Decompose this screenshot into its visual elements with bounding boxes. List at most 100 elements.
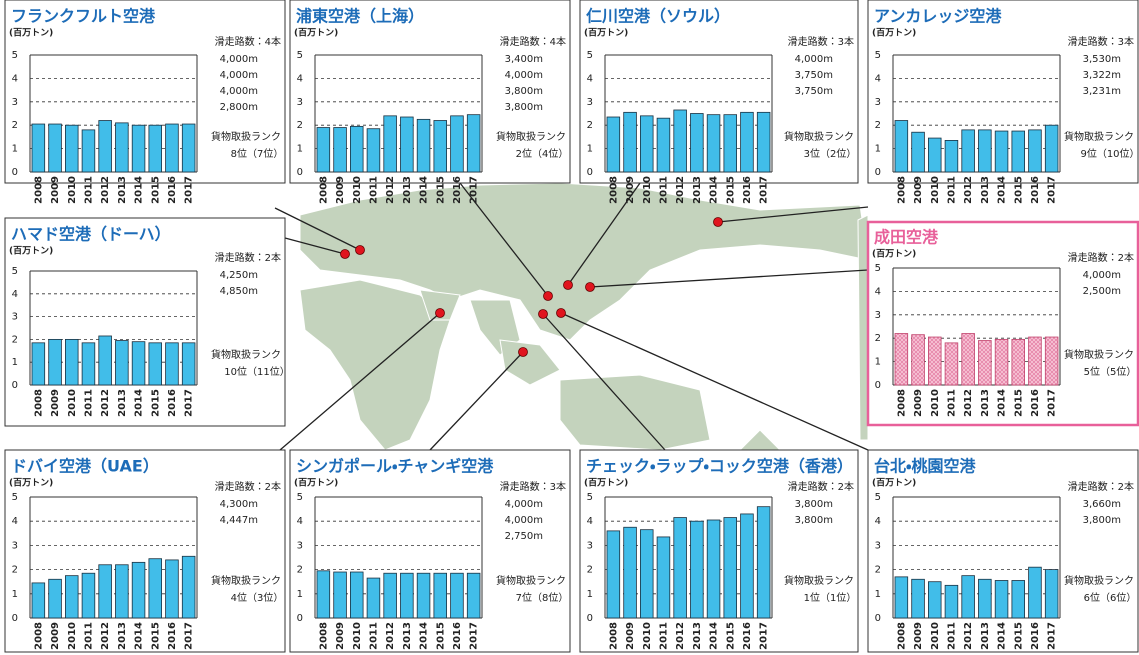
bar — [383, 572, 397, 619]
y-tick-label: 0 — [12, 380, 18, 391]
x-tick-label: 2017 — [1047, 176, 1058, 204]
bar — [31, 582, 46, 619]
x-tick-label: 2011 — [946, 622, 957, 650]
x-tick-label: 2014 — [134, 622, 145, 650]
bar — [98, 120, 112, 173]
x-tick-label: 2013 — [402, 176, 413, 204]
panel-frame — [4, 217, 286, 427]
rank: 6位（6位） — [1084, 591, 1137, 604]
airport-dot — [355, 245, 365, 255]
x-tick-label: 2017 — [759, 622, 770, 650]
x-tick-label: 2017 — [1047, 622, 1058, 650]
y-tick-label: 3 — [875, 540, 881, 551]
x-tick-label: 2010 — [67, 176, 78, 204]
x-tick-label: 2010 — [67, 389, 78, 417]
x-tick-label: 2009 — [913, 622, 924, 650]
bar — [706, 519, 721, 619]
bar — [48, 578, 62, 619]
x-tick-label: 2015 — [725, 176, 736, 204]
rank-label: 貨物取扱ランク — [496, 130, 566, 143]
airport-dot — [585, 282, 595, 292]
runway-length: 3,800m — [795, 499, 833, 510]
rank-label: 貨物取扱ランク — [1064, 130, 1134, 143]
runway-length: 2,750m — [505, 531, 543, 542]
y-tick-label: 0 — [587, 613, 593, 624]
runway-length: 3,800m — [505, 102, 543, 113]
bar — [911, 578, 925, 619]
x-tick-label: 2015 — [150, 622, 161, 650]
x-tick-label: 2009 — [913, 176, 924, 204]
y-tick-label: 1 — [875, 589, 881, 600]
y-tick-label: 4 — [587, 73, 593, 84]
airport-dot — [340, 249, 350, 259]
x-tick-label: 2009 — [335, 622, 346, 650]
bar — [31, 342, 46, 386]
bar — [911, 131, 925, 173]
x-tick-label: 2014 — [997, 176, 1008, 204]
airport-dot — [518, 347, 528, 357]
panel: 成田空港 (百万トン) 0 1 2 3 4 5 2008 2009 2010 2011 2012 2013… — [866, 220, 1139, 427]
y-tick-label: 5 — [12, 266, 18, 277]
bar — [81, 572, 96, 619]
x-tick-label: 2014 — [997, 622, 1008, 650]
y-tick-label: 2 — [297, 120, 303, 131]
x-tick-label: 2015 — [150, 176, 161, 204]
panel: アンカレッジ空港 (百万トン) 0 1 2 3 4 5 2008 2009 2010 2011 2012… — [867, 0, 1139, 204]
runway-length: 3,660m — [1083, 499, 1121, 510]
y-tick-label: 0 — [875, 167, 881, 178]
rank-label: 貨物取扱ランク — [211, 130, 281, 143]
x-tick-label: 2012 — [963, 389, 974, 417]
y-tick-label: 1 — [297, 589, 303, 600]
panel-title: フランクフルト空港 — [11, 7, 156, 26]
y-tick-label: 2 — [875, 565, 881, 576]
x-tick-label: 2014 — [997, 389, 1008, 417]
x-tick-label: 2016 — [167, 176, 178, 204]
y-tick-label: 3 — [587, 97, 593, 108]
runway-count: 滑走路数：3本 — [788, 35, 854, 48]
x-tick-label: 2013 — [117, 176, 128, 204]
bar — [31, 123, 46, 173]
y-axis-label: (百万トン) — [9, 28, 53, 39]
runway-count: 滑走路数：2本 — [215, 251, 281, 264]
bar — [333, 571, 347, 619]
rank-label: 貨物取扱ランク — [784, 130, 854, 143]
runway-count: 滑走路数：4本 — [500, 35, 566, 48]
bar — [944, 342, 959, 386]
runway-count: 滑走路数：3本 — [1068, 35, 1134, 48]
y-tick-label: 1 — [587, 589, 593, 600]
bar — [466, 572, 481, 619]
panel: ドバイ空港（UAE） (百万トン) 0 1 2 3 4 5 2008 2009 2010 2011 20… — [4, 449, 286, 653]
y-tick-label: 1 — [297, 144, 303, 155]
panel: 仁川空港（ソウル） (百万トン) 0 1 2 3 4 5 2008 2009 2010 2011 201… — [579, 0, 859, 204]
bar — [131, 341, 146, 386]
x-tick-label: 2016 — [452, 622, 463, 650]
africa — [299, 279, 451, 451]
bar — [316, 127, 331, 173]
y-axis-label: (百万トン) — [872, 249, 916, 260]
y-axis-label: (百万トン) — [872, 28, 916, 39]
x-tick-label: 2013 — [980, 176, 991, 204]
americas — [857, 214, 869, 441]
y-tick-label: 1 — [12, 144, 18, 155]
x-tick-label: 2015 — [1013, 622, 1024, 650]
bar — [350, 125, 364, 173]
world-map — [299, 182, 869, 451]
panel-title: チェック・ラップ・コック空港（香港） — [586, 457, 853, 476]
x-tick-label: 2015 — [1013, 389, 1024, 417]
bar — [673, 517, 687, 619]
bar — [450, 572, 464, 619]
bar — [181, 555, 196, 619]
x-tick-label: 2010 — [67, 622, 78, 650]
runway-count: 滑走路数：2本 — [788, 480, 854, 493]
y-axis-label: (百万トン) — [872, 478, 916, 489]
x-tick-label: 2008 — [896, 389, 907, 417]
bar — [131, 561, 146, 619]
connector — [589, 269, 869, 288]
y-tick-label: 1 — [875, 144, 881, 155]
y-tick-label: 2 — [587, 120, 593, 131]
y-tick-label: 0 — [12, 613, 18, 624]
rank-label: 貨物取扱ランク — [211, 574, 281, 587]
bar — [911, 334, 925, 386]
bar — [690, 113, 704, 173]
